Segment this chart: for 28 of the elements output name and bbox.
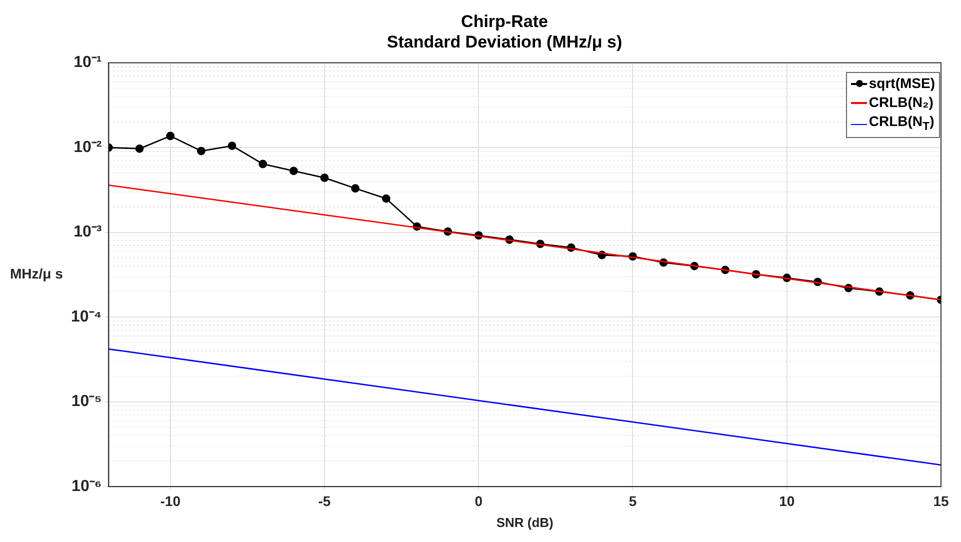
x-tick-label: 5 (628, 492, 637, 509)
y-tick-label: 10⁻² (74, 138, 102, 156)
legend-label: CRLB(N$_{T}$) (868, 112, 934, 135)
y-tick-label: 10⁻¹ (74, 54, 102, 72)
y-tick-label: 10⁻⁶ (72, 478, 102, 496)
y-axis-title: MHz/μ s (10, 266, 64, 282)
chart-title: Chirp-Rate (461, 12, 548, 31)
legend-label: CRLB(N₂) (868, 92, 934, 112)
point (320, 174, 329, 182)
x-tick-label: -10 (160, 492, 181, 509)
point (289, 166, 298, 176)
chart-subtitle: Standard Deviation (MHz/μ s) (386, 32, 622, 52)
x-axis-title: SNR (dB) (496, 514, 554, 530)
point (351, 184, 360, 193)
point (258, 160, 268, 168)
x-tick-label: -5 (318, 492, 331, 509)
point (382, 194, 390, 203)
point (135, 144, 144, 153)
y-tick-label: 10⁻⁵ (71, 393, 102, 410)
point (166, 132, 175, 140)
point (196, 146, 206, 156)
y-tick-label: 10⁻³ (74, 224, 102, 241)
x-tick-label: 10 (779, 492, 795, 509)
legend-label: sqrt(MSE) (868, 74, 935, 93)
y-tick-label: 10⁻⁴ (70, 308, 102, 326)
x-tick-label: 0 (474, 492, 483, 509)
x-tick-label: 15 (933, 492, 949, 509)
point (228, 142, 236, 150)
